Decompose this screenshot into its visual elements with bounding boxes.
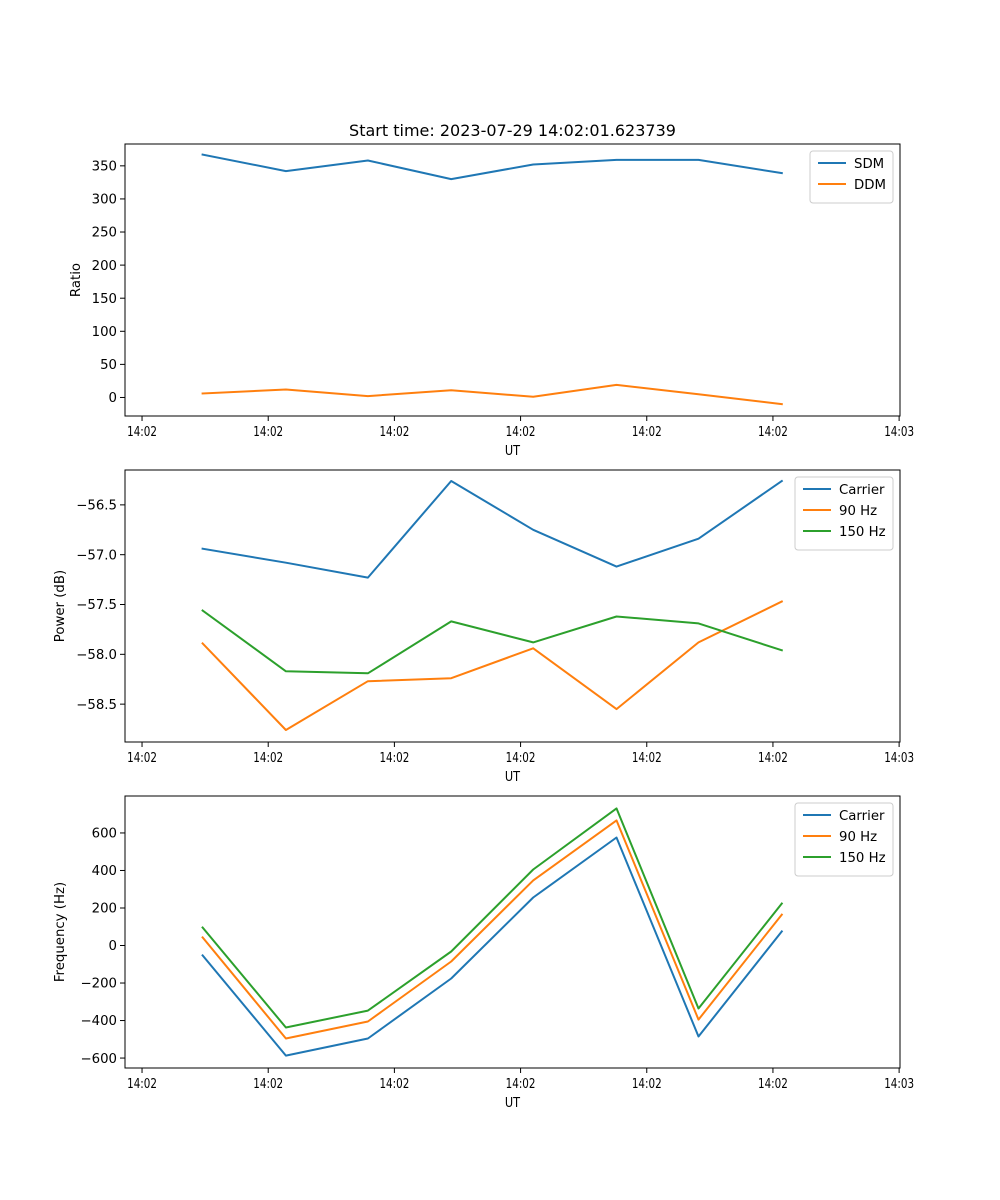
frequency-xtick-label: 14:02 xyxy=(632,1076,662,1092)
power-series-150-hz-line xyxy=(201,609,784,675)
ratio-series-sdm-line xyxy=(201,153,783,181)
frequency-series-90-hz-line xyxy=(201,819,784,1040)
power-legend-label: 90 Hz xyxy=(839,504,877,519)
frequency-xtick-label: 14:02 xyxy=(758,1076,788,1092)
frequency-ytick-label: 600 xyxy=(92,827,117,842)
ratio-axes: 14:02 14:02 14:02 14:02 14:02 14:02 14:03 0 50 10… xyxy=(69,143,914,458)
power-axes-frame xyxy=(124,469,901,743)
ratio-ytick-label: 150 xyxy=(92,292,117,307)
frequency-y-axis-label: Frequency (Hz) xyxy=(53,882,68,982)
ratio-xtick-label: 14:02 xyxy=(506,424,536,440)
power-ytick-label: −58.5 xyxy=(76,698,117,713)
power-ytick-label: −57.0 xyxy=(76,548,117,563)
power-xtick-label: 14:02 xyxy=(253,750,283,766)
frequency-x-axis-label: UT xyxy=(505,1095,521,1110)
frequency-xtick-label: 14:02 xyxy=(506,1076,536,1092)
ratio-ytick-label: 200 xyxy=(92,259,117,274)
power-xtick-label: 14:02 xyxy=(127,750,157,766)
ratio-xtick-label: 14:02 xyxy=(379,424,409,440)
ratio-legend-label: SDM xyxy=(854,157,884,172)
frequency-legend-label: 90 Hz xyxy=(839,830,877,845)
frequency-xtick-label: 14:02 xyxy=(253,1076,283,1092)
frequency-series-carrier-line xyxy=(201,836,784,1057)
power-xtick-label: 14:02 xyxy=(379,750,409,766)
power-axes: 14:02 14:02 14:02 14:02 14:02 14:02 14:03 −58.5… xyxy=(53,469,914,784)
power-xtick-label: 14:02 xyxy=(506,750,536,766)
power-legend: Carrier 90 Hz 150 Hz xyxy=(794,476,894,551)
ratio-series-ddm-line xyxy=(201,383,783,406)
frequency-series-150-hz-line xyxy=(201,807,784,1029)
ratio-legend: SDM DDM xyxy=(809,150,894,204)
power-x-axis-label: UT xyxy=(505,769,521,784)
power-ytick-label: −56.5 xyxy=(76,499,117,514)
frequency-legend-label: Carrier xyxy=(839,809,885,824)
ratio-xtick-label: 14:02 xyxy=(758,424,788,440)
ratio-axes-frame xyxy=(124,143,901,417)
ratio-y-axis-label: Ratio xyxy=(69,263,84,297)
power-y-axis-label: Power (dB) xyxy=(53,570,68,642)
power-ytick-label: −57.5 xyxy=(76,598,117,613)
ratio-ytick-label: 50 xyxy=(100,358,117,373)
frequency-ytick-label: 200 xyxy=(92,902,117,917)
ratio-x-axis-label: UT xyxy=(505,443,521,458)
ratio-ytick-label: 0 xyxy=(109,391,117,406)
power-ytick-label: −58.0 xyxy=(76,648,117,663)
figure-title: Start time: 2023-07-29 14:02:01.623739 xyxy=(349,121,676,140)
power-xtick-label: 14:03 xyxy=(884,750,914,766)
frequency-ytick-label: 400 xyxy=(92,864,117,879)
frequency-legend: Carrier 90 Hz 150 Hz xyxy=(794,802,894,877)
power-series-carrier-line xyxy=(201,479,784,579)
ratio-xtick-label: 14:02 xyxy=(632,424,662,440)
power-legend-label: Carrier xyxy=(839,483,885,498)
frequency-xtick-label: 14:03 xyxy=(884,1076,914,1092)
ratio-xtick-label: 14:03 xyxy=(884,424,914,440)
ratio-xtick-label: 14:02 xyxy=(127,424,157,440)
frequency-axes: 14:02 14:02 14:02 14:02 14:02 14:02 14:03 −600 −… xyxy=(53,795,914,1110)
frequency-ytick-label: −600 xyxy=(80,1052,117,1067)
ratio-ytick-label: 250 xyxy=(92,226,117,241)
ratio-ytick-label: 350 xyxy=(92,160,117,175)
frequency-axes-frame xyxy=(124,795,901,1069)
power-xtick-label: 14:02 xyxy=(758,750,788,766)
frequency-ytick-label: −200 xyxy=(80,977,117,992)
frequency-legend-label: 150 Hz xyxy=(839,851,886,866)
ratio-ytick-label: 100 xyxy=(92,325,117,340)
power-xtick-label: 14:02 xyxy=(632,750,662,766)
power-series-90-hz-line xyxy=(201,600,784,731)
ratio-ytick-label: 300 xyxy=(92,193,117,208)
power-legend-label: 150 Hz xyxy=(839,525,886,540)
frequency-ytick-label: 0 xyxy=(109,939,117,954)
frequency-xtick-label: 14:02 xyxy=(379,1076,409,1092)
ratio-xtick-label: 14:02 xyxy=(253,424,283,440)
frequency-ytick-label: −400 xyxy=(80,1014,117,1029)
frequency-xtick-label: 14:02 xyxy=(127,1076,157,1092)
ratio-legend-label: DDM xyxy=(854,178,886,193)
